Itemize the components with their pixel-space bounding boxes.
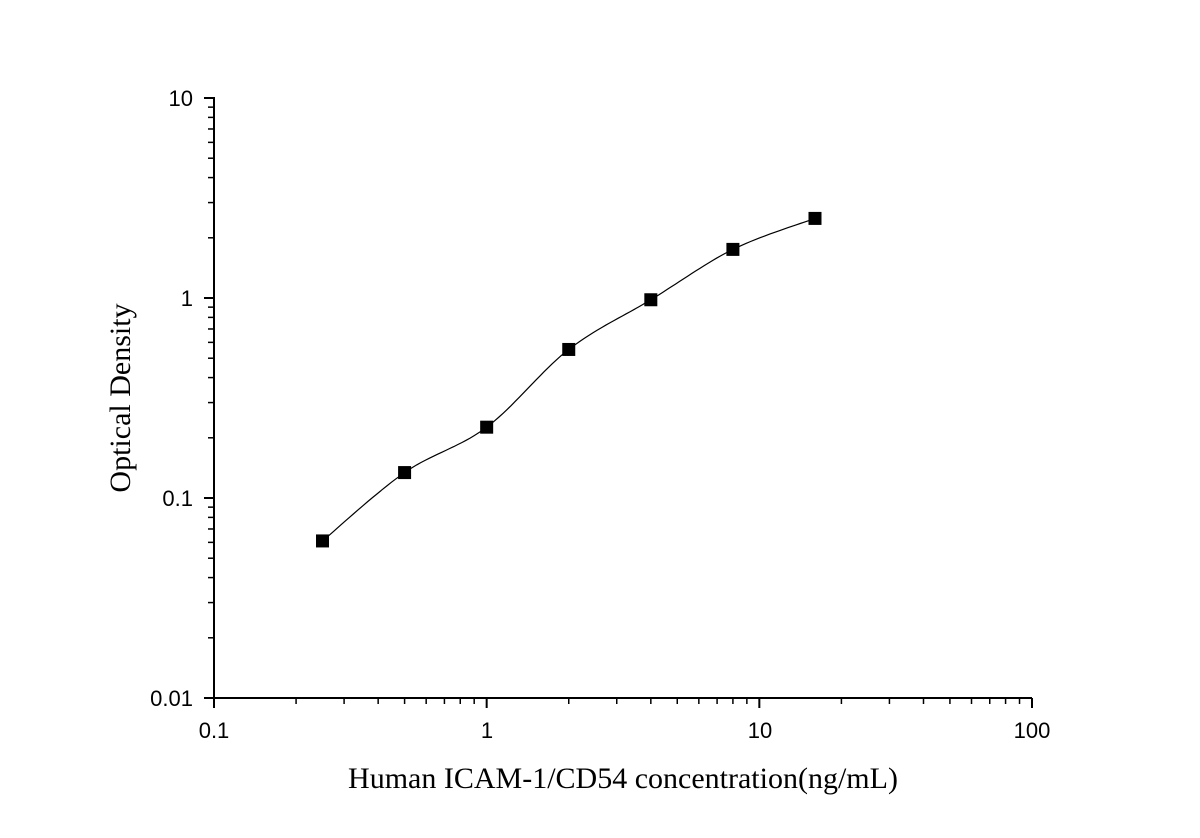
fit-curve bbox=[322, 217, 816, 542]
x-axis-title: Human ICAM-1/CD54 concentration(ng/mL) bbox=[348, 762, 898, 795]
data-point-4 bbox=[644, 293, 658, 307]
y-tick-label-2: 1 bbox=[181, 286, 193, 311]
x-tick-label-1: 1 bbox=[481, 718, 493, 743]
data-point-3 bbox=[562, 342, 576, 356]
data-point-6 bbox=[808, 211, 822, 225]
data-point-1 bbox=[398, 466, 412, 480]
data-point-2 bbox=[480, 420, 494, 434]
y-tick-label-1: 0.1 bbox=[162, 486, 193, 511]
y-axis-title: Optical Density bbox=[104, 303, 137, 492]
y-tick-label-0: 0.01 bbox=[150, 686, 193, 711]
major-ticks bbox=[204, 97, 1033, 708]
y-tick-label-3: 10 bbox=[169, 86, 193, 111]
x-tick-label-2: 10 bbox=[748, 718, 772, 743]
data-markers bbox=[316, 211, 822, 548]
x-tick-label-3: 100 bbox=[1014, 718, 1051, 743]
data-point-0 bbox=[316, 534, 330, 548]
x-tick-label-0: 0.1 bbox=[199, 718, 230, 743]
minor-ticks bbox=[208, 106, 1021, 704]
data-point-5 bbox=[726, 242, 740, 256]
